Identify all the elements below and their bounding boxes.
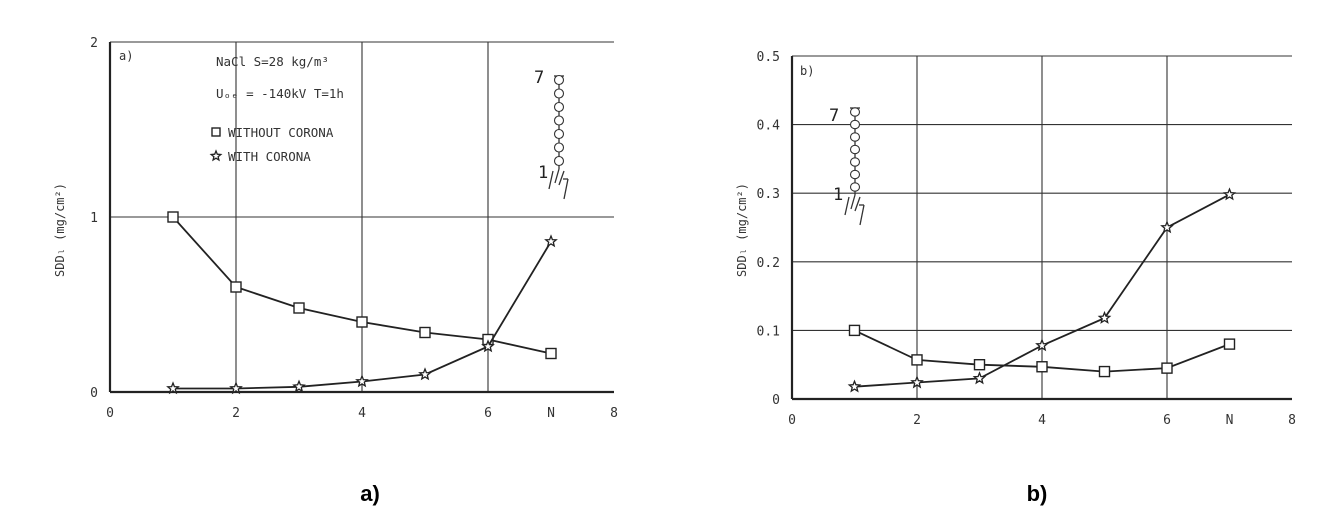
annotation-salinity: NaCl S=28 kg/m³ — [216, 54, 329, 69]
insulator-string-icon — [548, 74, 569, 200]
insulator-label-bottom-b: 1 — [833, 185, 843, 205]
data-point-square — [356, 316, 368, 328]
y-axis-label-a: SDDₗ (mg/cm²) — [53, 183, 67, 277]
data-point-square — [1223, 338, 1236, 350]
data-point-square — [1161, 362, 1173, 374]
data-point-star — [847, 379, 862, 393]
y-tick-label: 0 — [772, 393, 780, 408]
y-tick-label: 0.5 — [757, 50, 780, 65]
legend-label-without-corona: WITHOUT CORONA — [228, 125, 334, 140]
data-point-square — [230, 281, 242, 293]
data-point-square — [167, 211, 179, 223]
data-point-square — [1098, 365, 1111, 378]
y-tick-label: 2 — [90, 36, 98, 51]
y-tick-label: 0.1 — [757, 324, 780, 339]
data-point-star — [1097, 310, 1112, 324]
data-point-square — [419, 326, 431, 339]
y-tick-label: 1 — [90, 211, 98, 226]
x-tick-label: 8 — [610, 406, 618, 421]
data-point-star — [544, 234, 558, 248]
x-tick-label: 0 — [106, 406, 114, 421]
legend-marker-without-corona — [211, 127, 221, 137]
legend-marker-with-corona — [209, 149, 223, 162]
chart-panel-b: 0 2 4 6 N 8 0 0.1 0.2 0.3 0.4 0.5 b) 7 1 SDDₗ (mg/c… — [735, 50, 1296, 506]
insulator-label-top-b: 7 — [829, 106, 839, 126]
legend-label-with-corona: WITH CORONA — [228, 149, 311, 164]
x-tick-label: 2 — [913, 413, 921, 428]
x-tick-label: 4 — [1038, 413, 1046, 428]
x-tick-label: 8 — [1288, 413, 1296, 428]
data-point-star — [418, 367, 432, 381]
caption-a: a) — [360, 481, 380, 506]
data-point-square — [973, 359, 986, 371]
caption-b: b) — [1027, 481, 1048, 506]
data-point-star — [1160, 220, 1174, 234]
x-tick-label: 4 — [358, 406, 366, 421]
data-point-star — [1222, 187, 1237, 201]
data-point-square — [911, 354, 923, 366]
chart-panel-a: 0 2 4 6 N 8 0 1 2 a) NaCl S=28 kg/m³ Uₒₑ = -140k… — [53, 36, 618, 506]
x-tick-label: 6 — [484, 406, 492, 421]
y-tick-label: 0.4 — [757, 119, 781, 134]
panel-label-a: a) — [119, 49, 133, 63]
data-point-star — [910, 375, 924, 389]
data-point-square — [545, 347, 557, 360]
data-point-star — [355, 374, 369, 388]
data-point-star — [292, 379, 306, 393]
x-tick-label: N — [1226, 413, 1234, 428]
y-axis-label-b: SDDₗ (mg/cm²) — [735, 183, 749, 277]
data-point-star — [972, 371, 987, 385]
y-tick-label: 0.3 — [757, 187, 780, 202]
data-point-star — [1035, 338, 1049, 352]
x-tick-label: 0 — [788, 413, 796, 428]
data-point-square — [848, 324, 861, 337]
data-point-star — [229, 381, 243, 395]
insulator-label-top-a: 7 — [534, 68, 544, 88]
insulator-string-icon — [844, 107, 865, 226]
y-tick-label: 0 — [90, 386, 98, 401]
insulator-label-bottom-a: 1 — [538, 163, 548, 183]
data-point-star — [481, 339, 495, 353]
x-tick-label: N — [547, 406, 555, 421]
x-tick-label: 2 — [232, 406, 240, 421]
x-tick-label: 6 — [1163, 413, 1171, 428]
y-tick-label: 0.2 — [757, 256, 780, 271]
data-point-square — [293, 302, 305, 314]
data-point-star — [166, 381, 180, 395]
annotation-voltage-time: Uₒₑ = -140kV T=1h — [216, 86, 344, 101]
data-point-square — [1036, 361, 1048, 373]
panel-label-b: b) — [800, 64, 814, 78]
